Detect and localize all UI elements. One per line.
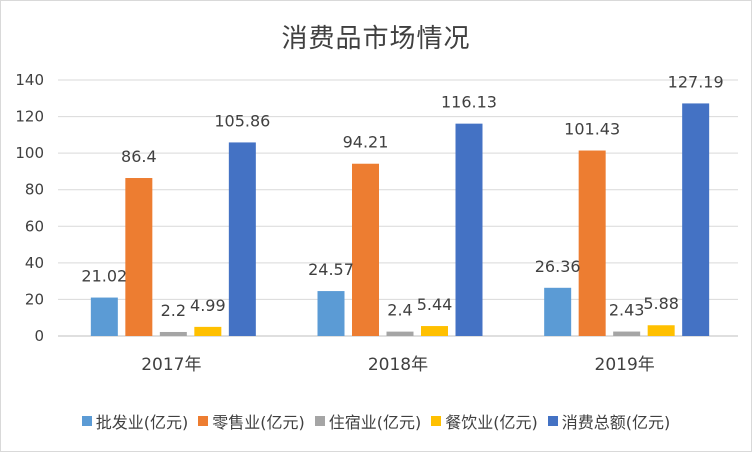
bar (647, 325, 675, 336)
x-axis-categories: 2017年 2018年 2019年 (141, 355, 655, 375)
bar (352, 163, 379, 336)
data-label: 24.57 (308, 260, 354, 279)
legend-swatch (547, 416, 558, 426)
legend-swatch (81, 416, 92, 426)
legend-swatch (198, 416, 209, 426)
y-tick-label: 40 (25, 254, 44, 272)
gridlines (58, 79, 738, 337)
data-label: 2.4 (387, 301, 412, 320)
bar (421, 326, 448, 336)
legend-label: 住宿业(亿元) (328, 413, 422, 432)
bar (159, 331, 187, 336)
y-tick-label: 0 (34, 327, 44, 345)
x-category-label: 2019年 (595, 355, 655, 375)
legend-label: 批发业(亿元) (95, 413, 189, 432)
legend-label: 餐饮业(亿元) (445, 413, 538, 432)
data-label: 5.44 (417, 295, 453, 314)
bar (90, 297, 118, 336)
bar (613, 331, 641, 336)
bar (194, 326, 222, 336)
bar (544, 287, 572, 336)
data-label: 86.4 (121, 147, 157, 166)
legend-item: 餐饮业(亿元) (431, 409, 538, 433)
legend: 批发业(亿元) 零售业(亿元) 住宿业(亿元) 餐饮业(亿元) 消费总额(亿元) (0, 409, 752, 433)
y-tick-label: 60 (25, 217, 44, 235)
data-label: 105.86 (214, 111, 270, 130)
data-label: 116.13 (441, 93, 497, 112)
bar (455, 123, 483, 336)
data-label: 94.21 (343, 133, 389, 152)
legend-label: 消费总额(亿元) (561, 413, 671, 432)
data-label: 2.43 (609, 301, 645, 320)
x-category-label: 2018年 (368, 355, 428, 375)
data-label: 5.88 (643, 294, 679, 313)
bar (386, 331, 414, 336)
y-tick-label: 100 (15, 144, 44, 162)
data-label: 127.19 (668, 72, 724, 91)
bars (90, 103, 710, 336)
bar (682, 103, 710, 336)
legend-item: 住宿业(亿元) (314, 409, 422, 433)
data-labels: 21.02 86.4 2.2 4.99 105.86 24.57 94.21 2.4 5.44 1… (81, 72, 723, 320)
data-label: 4.99 (190, 296, 226, 315)
legend-swatch (431, 416, 442, 426)
legend-item: 零售业(亿元) (198, 409, 305, 433)
y-tick-label: 120 (15, 108, 44, 126)
bar (578, 150, 606, 336)
data-label: 101.43 (564, 120, 620, 139)
legend-item: 消费总额(亿元) (547, 409, 671, 433)
bar (125, 178, 153, 336)
legend-label: 零售业(亿元) (212, 413, 305, 432)
y-tick-label: 80 (25, 181, 44, 199)
x-category-label: 2017年 (141, 355, 201, 375)
data-label: 21.02 (81, 267, 127, 286)
y-tick-label: 140 (15, 71, 44, 89)
y-tick-label: 20 (25, 290, 44, 308)
y-axis-ticks: 0 20 40 60 80 100 120 140 (15, 71, 44, 345)
data-label: 2.2 (161, 301, 186, 320)
chart-title: 消费品市场情况 (281, 24, 471, 54)
data-label: 26.36 (535, 257, 581, 276)
bar (228, 142, 256, 336)
legend-item: 批发业(亿元) (81, 409, 189, 433)
bar (317, 291, 345, 336)
legend-swatch (314, 416, 325, 426)
